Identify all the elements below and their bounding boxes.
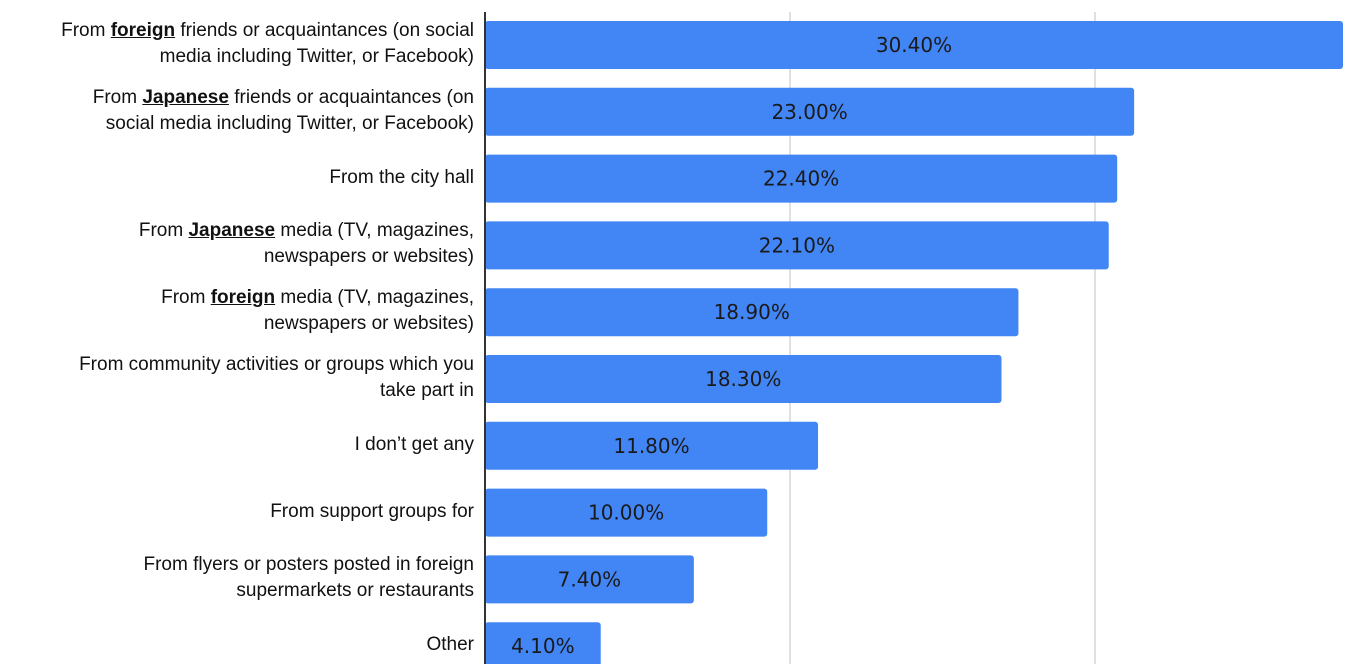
data-label-7: 11.80% — [613, 434, 689, 458]
category-label-9: From flyers or posters posted in foreign… — [143, 552, 474, 604]
category-label-line: From flyers or posters posted in foreign — [143, 552, 474, 578]
label-text: friends or acquaintances (on social — [175, 20, 474, 41]
label-text: From — [61, 20, 111, 41]
label-text: media (TV, magazines, — [275, 287, 474, 309]
label-text: newspapers or websites) — [263, 246, 474, 268]
bar-5 — [485, 288, 1019, 337]
category-label-line: I don’t get any — [355, 432, 474, 458]
category-label-line: From Japanese media (TV, magazines, — [139, 218, 474, 244]
label-text: Other — [426, 634, 474, 656]
data-label-2: 23.00% — [771, 100, 847, 124]
category-label-8: From support groups for — [270, 499, 474, 525]
bar-3 — [485, 154, 1118, 203]
label-text: From — [138, 220, 189, 242]
bar-4 — [485, 221, 1109, 270]
category-label-6: From community activities or groups whic… — [79, 352, 474, 404]
label-text: From — [92, 86, 143, 108]
label-text: supermarkets or restaurants — [236, 580, 474, 602]
data-label-1: 30.40% — [876, 33, 952, 57]
emphasized-word: Japanese — [188, 220, 276, 242]
bar-10 — [485, 622, 601, 669]
category-label-line: take part in — [79, 378, 474, 404]
label-text: social media including Twitter, or Faceb… — [105, 112, 474, 134]
category-label-line: From Japanese friends or acquaintances (… — [93, 85, 474, 111]
label-text: friends or acquaintances (on — [228, 86, 474, 108]
category-label-line: From foreign media (TV, magazines, — [161, 285, 474, 311]
label-text: From the city hall — [329, 166, 474, 188]
bar-7 — [485, 421, 819, 470]
category-label-line: newspapers or websites) — [139, 244, 474, 270]
category-label-2: From Japanese friends or acquaintances (… — [93, 85, 474, 137]
data-label-10: 4.10% — [511, 634, 575, 658]
data-label-9: 7.40% — [558, 567, 622, 591]
data-label-4: 22.10% — [759, 233, 835, 257]
label-text: From community activities or groups whic… — [79, 354, 474, 375]
label-text: From support groups for — [270, 500, 474, 522]
data-label-5: 18.90% — [714, 300, 790, 324]
label-text: newspapers or websites) — [263, 313, 474, 335]
bar-2 — [485, 87, 1135, 136]
category-label-7: I don’t get any — [355, 432, 474, 458]
category-label-line: From the city hall — [329, 165, 474, 191]
emphasized-word: Japanese — [142, 86, 229, 108]
label-text: take part in — [380, 380, 474, 401]
label-text: From flyers or posters posted in foreign — [143, 554, 474, 576]
emphasized-word: foreign — [210, 287, 276, 309]
category-label-line: From community activities or groups whic… — [79, 352, 474, 378]
bar-1 — [485, 21, 1343, 69]
category-label-line: supermarkets or restaurants — [143, 578, 474, 604]
label-text: I don’t get any — [354, 433, 474, 455]
category-label-line: media including Twitter, or Facebook) — [61, 44, 474, 70]
label-text: media including Twitter, or Facebook) — [159, 46, 474, 67]
emphasized-word: foreign — [110, 20, 176, 41]
category-label-line: From support groups for — [270, 499, 474, 525]
category-label-10: Other — [426, 632, 474, 658]
bar-6 — [485, 355, 1002, 403]
category-label-3: From the city hall — [329, 165, 474, 191]
category-label-line: Other — [426, 632, 474, 658]
bar-8 — [485, 488, 768, 537]
data-label-3: 22.40% — [763, 167, 839, 191]
category-label-5: From foreign media (TV, magazines, newspa… — [161, 285, 474, 337]
category-label-line: social media including Twitter, or Faceb… — [93, 111, 474, 137]
label-text: media (TV, magazines, — [275, 220, 474, 242]
data-label-8: 10.00% — [588, 501, 664, 525]
category-label-line: From foreign friends or acquaintances (o… — [61, 18, 474, 44]
bar-9 — [485, 555, 694, 604]
data-label-6: 18.30% — [705, 367, 781, 391]
category-label-4: From Japanese media (TV, magazines, newsp… — [139, 218, 474, 270]
category-label-line: newspapers or websites) — [161, 311, 474, 337]
category-label-1: From foreign friends or acquaintances (o… — [61, 18, 474, 70]
label-text: From — [161, 287, 211, 309]
